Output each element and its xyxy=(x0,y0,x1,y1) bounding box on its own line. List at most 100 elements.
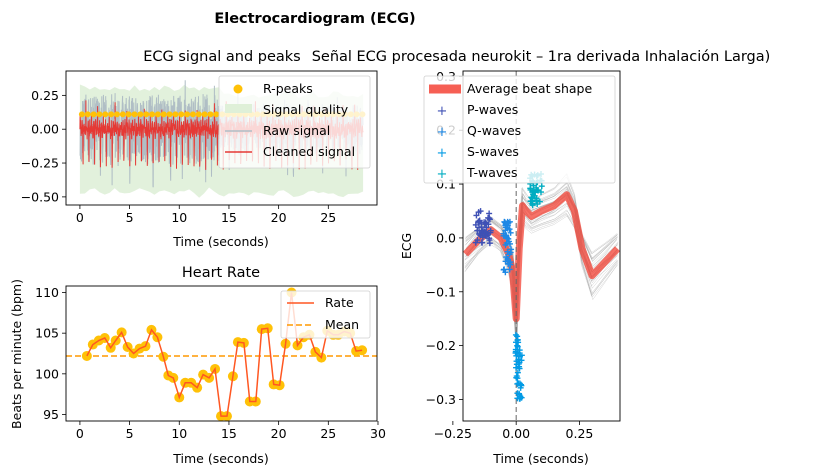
y-tick-label: −0.50 xyxy=(21,189,59,204)
signal-title: ECG signal and peaks xyxy=(143,49,300,65)
legend-qwave-label: Q-waves xyxy=(467,123,521,138)
x-tick-label: 10 xyxy=(171,210,187,225)
r-peak-point xyxy=(131,111,138,118)
rate-legend: Rate Mean xyxy=(280,290,371,339)
legend-swave-label: S-waves xyxy=(467,144,519,159)
r-peak-point xyxy=(166,111,173,118)
y-tick-label: 0.00 xyxy=(31,122,59,137)
legend-rate-label: Rate xyxy=(325,295,354,310)
legend-clean-label: Cleaned signal xyxy=(263,144,355,159)
r-peak-point xyxy=(125,111,132,118)
y-tick-label: −0.25 xyxy=(21,156,59,171)
x-tick-label: 15 xyxy=(221,426,237,441)
beat-trace xyxy=(465,198,619,349)
y-tick-label: 0.0 xyxy=(436,230,456,245)
beat-trace xyxy=(465,187,617,307)
y-tick-label: 0.25 xyxy=(31,88,59,103)
legend-quality-swatch xyxy=(225,104,252,113)
average-beat-line xyxy=(462,191,621,323)
legend-pwave-label: P-waves xyxy=(467,102,518,117)
legend-qwave-marker: + xyxy=(437,125,448,140)
r-peak-point xyxy=(78,111,85,118)
rate-panel: Heart Rate 0 5 10 15 20 25 30 95 100 105 110 Time … xyxy=(9,265,386,466)
beat-trace xyxy=(464,195,618,355)
y-tick-label: −0.3 xyxy=(426,392,456,407)
x-tick-label: −0.25 xyxy=(434,426,472,441)
beats-ylabel: ECG xyxy=(399,233,414,259)
y-tick-label: −0.1 xyxy=(426,284,456,299)
r-peak-point xyxy=(213,111,220,118)
r-peak-point xyxy=(143,111,150,118)
r-peak-point xyxy=(160,111,167,118)
beat-trace xyxy=(465,203,619,334)
legend-pwave-marker: + xyxy=(437,104,448,119)
beat-trace xyxy=(465,173,619,333)
x-tick-label: 0 xyxy=(76,426,84,441)
beats-title: Señal ECG procesada neurokit – 1ra deriv… xyxy=(312,49,771,65)
rate-ticks: 0 5 10 15 20 25 30 95 100 105 110 xyxy=(35,285,386,441)
r-peak-point xyxy=(178,111,185,118)
legend-twave-marker: + xyxy=(437,167,448,182)
rate-line xyxy=(86,292,363,417)
x-tick-label: 30 xyxy=(370,426,386,441)
r-peak-point xyxy=(207,111,214,118)
legend-quality-label: Signal quality xyxy=(263,102,349,117)
signal-xlabel: Time (seconds) xyxy=(172,234,268,249)
rate-axes-frame xyxy=(65,285,378,422)
signal-panel: ECG signal and peaks 0 5 10 15 20 25 −0.50 −0.2… xyxy=(21,49,378,249)
signal-legend: R-peaks Signal quality Raw signal Cleane… xyxy=(218,75,371,169)
legend-rpeaks-label: R-peaks xyxy=(263,81,313,96)
signal-ticks: 0 5 10 15 20 25 −0.50 −0.25 0.00 0.25 xyxy=(21,88,337,225)
r-peak-point xyxy=(201,111,208,118)
legend-average-label: Average beat shape xyxy=(467,81,592,96)
x-tick-label: 20 xyxy=(271,210,287,225)
x-tick-label: 0 xyxy=(76,210,84,225)
legend-swave-marker: + xyxy=(437,146,448,161)
y-tick-label: −0.2 xyxy=(426,338,456,353)
beat-trace xyxy=(464,182,617,314)
r-peak-point xyxy=(172,111,179,118)
y-tick-label: 95 xyxy=(43,407,59,422)
r-peak-point xyxy=(137,111,144,118)
legend-twave-label: T-waves xyxy=(466,165,517,180)
x-tick-label: 5 xyxy=(126,426,134,441)
r-peak-point xyxy=(113,111,120,118)
beats-plot-area xyxy=(462,71,621,421)
beat-trace xyxy=(465,173,618,334)
x-tick-label: 10 xyxy=(171,426,187,441)
beats-legend: Average beat shape + P-waves + Q-waves +… xyxy=(423,75,616,184)
y-tick-label: 105 xyxy=(35,326,59,341)
beat-trace xyxy=(464,197,618,345)
x-tick-label: 25 xyxy=(320,426,336,441)
beats-ticks: −0.250.000.25−0.3−0.2−0.10.00.10.20.3 xyxy=(426,69,594,441)
rate-title: Heart Rate xyxy=(182,265,260,281)
figure-suptitle: Electrocardiogram (ECG) xyxy=(214,11,415,27)
x-tick-label: 20 xyxy=(271,426,287,441)
x-tick-label: 25 xyxy=(320,210,336,225)
x-tick-label: 5 xyxy=(126,210,134,225)
r-peak-point xyxy=(195,111,202,118)
r-peak-point xyxy=(189,111,196,118)
legend-rpeaks-marker xyxy=(233,84,243,94)
beats-axes-frame xyxy=(462,70,621,422)
y-tick-label: 100 xyxy=(35,366,59,381)
beat-trace xyxy=(465,196,619,348)
x-tick-label: 15 xyxy=(221,210,237,225)
r-peak-point xyxy=(102,111,109,118)
x-tick-label: 0.25 xyxy=(566,426,594,441)
r-peak-point xyxy=(108,111,115,118)
beats-xlabel: Time (seconds) xyxy=(492,451,588,466)
beats-panel: Señal ECG procesada neurokit – 1ra deriv… xyxy=(312,49,771,466)
r-peak-point xyxy=(184,111,191,118)
legend-raw-label: Raw signal xyxy=(263,123,330,138)
r-peak-point xyxy=(119,111,126,118)
y-tick-label: 110 xyxy=(35,285,59,300)
signal-axes-frame xyxy=(65,70,378,206)
legend-mean-label: Mean xyxy=(325,317,359,332)
beat-trace xyxy=(465,186,618,298)
r-peak-point xyxy=(149,111,156,118)
r-peak-point xyxy=(154,111,161,118)
rate-xlabel: Time (seconds) xyxy=(172,451,268,466)
rate-ylabel: Beats per minute (bpm) xyxy=(9,279,24,429)
